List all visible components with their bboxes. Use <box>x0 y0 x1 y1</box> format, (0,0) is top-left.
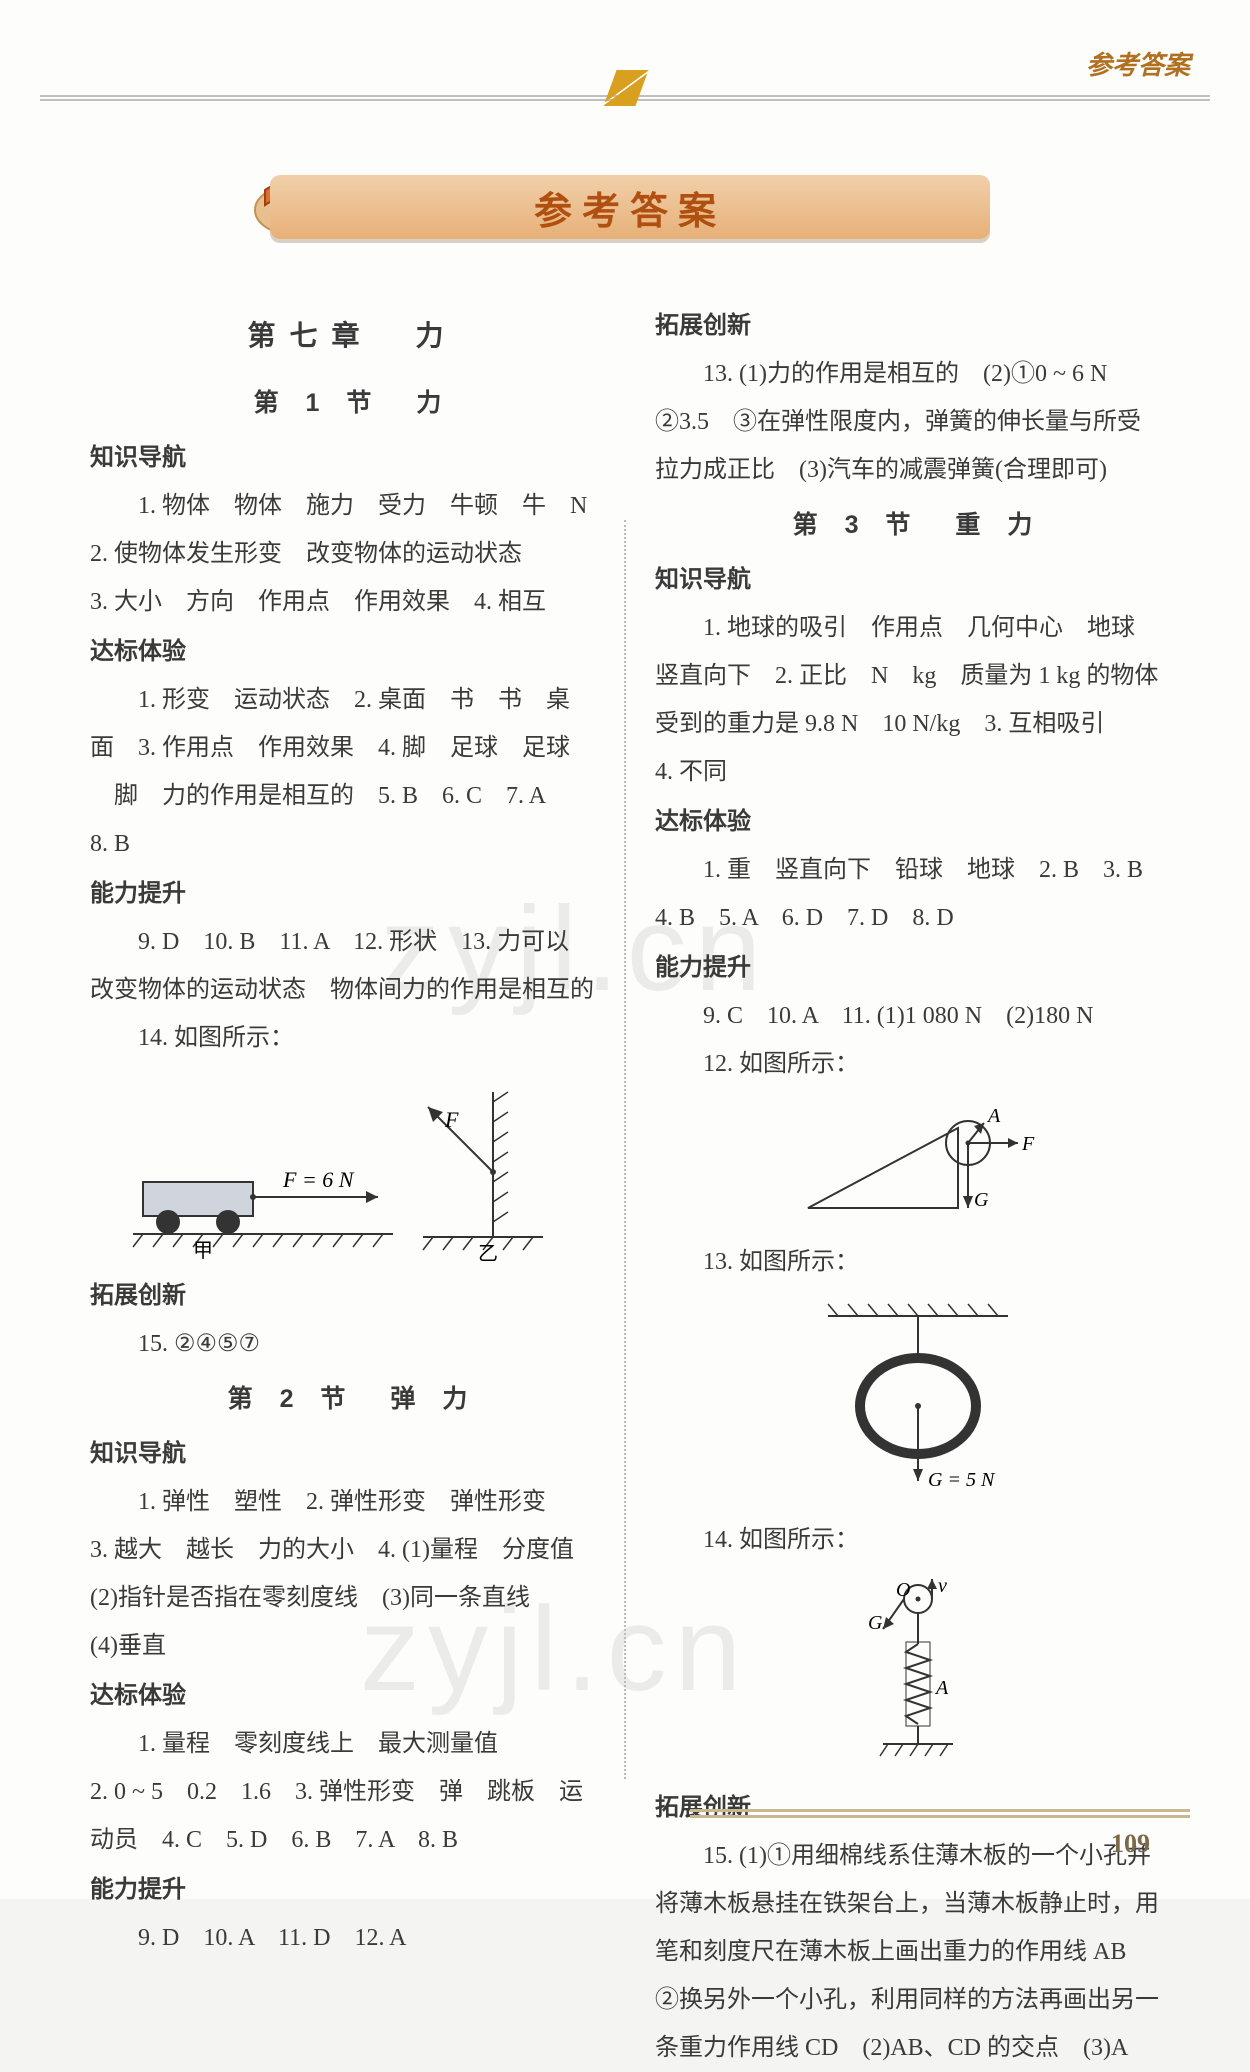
subhead: 达标体验 <box>655 798 1180 846</box>
figure-q14: F = 6 N 甲 F <box>90 1072 615 1262</box>
answer-line: 竖直向下 2. 正比 N kg 质量为 1 kg 的物体 <box>655 652 1180 700</box>
answer-line: 12. 如图所示： <box>655 1040 1180 1088</box>
answer-line: 13. 如图所示： <box>655 1238 1180 1286</box>
answer-line: 14. 如图所示： <box>655 1516 1180 1564</box>
answer-line: (4)垂直 <box>90 1622 615 1670</box>
answer-line: 13. (1)力的作用是相互的 (2)①0 ~ 6 N <box>655 350 1180 398</box>
answer-line: ②换另外一个小孔，利用同样的方法再画出另一 <box>655 1976 1180 2024</box>
answer-line: 动员 4. C 5. D 6. B 7. A 8. B <box>90 1816 615 1864</box>
answer-line: 改变物体的运动状态 物体间力的作用是相互的 <box>90 966 615 1014</box>
svg-text:G: G <box>868 1612 883 1634</box>
page: 参考答案 参考答案 zyjl.cn zyjl.cn 第七章 力 第 1 节 力 … <box>0 0 1250 1899</box>
answer-line: 条重力作用线 CD (2)AB、CD 的交点 (3)A <box>655 2024 1180 2072</box>
svg-text:A: A <box>986 1105 1001 1127</box>
answer-line: 1. 量程 零刻度线上 最大测量值 <box>90 1720 615 1768</box>
figure-q13: G = 5 N <box>655 1296 1180 1506</box>
subhead: 能力提升 <box>90 870 615 918</box>
page-number: 109 <box>1111 1829 1150 1859</box>
banner: 参考答案 <box>270 175 990 239</box>
answer-line: 脚 力的作用是相互的 5. B 6. C 7. A <box>90 772 615 820</box>
banner-title: 参考答案 <box>534 180 726 235</box>
answer-line: 1. 物体 物体 施力 受力 牛顿 牛 N <box>90 482 615 530</box>
footer-stripes <box>690 1809 1190 1819</box>
svg-text:乙: 乙 <box>478 1243 498 1262</box>
subhead: 能力提升 <box>655 944 1180 992</box>
answer-line: 4. 不同 <box>655 748 1180 796</box>
svg-text:A: A <box>934 1677 949 1699</box>
chapter-title: 第七章 力 <box>90 308 615 364</box>
subhead: 拓展创新 <box>655 1784 1180 1832</box>
svg-text:F: F <box>444 1107 459 1132</box>
answer-line: 2. 0 ~ 5 0.2 1.6 3. 弹性形变 弹 跳板 运 <box>90 1768 615 1816</box>
subhead: 知识导航 <box>90 1430 615 1478</box>
answer-line: 9. D 10. A 11. D 12. A <box>90 1914 615 1962</box>
right-column: 拓展创新 13. (1)力的作用是相互的 (2)①0 ~ 6 N ②3.5 ③在… <box>635 300 1180 1809</box>
subhead: 达标体验 <box>90 1672 615 1720</box>
svg-text:F: F <box>1021 1133 1035 1155</box>
section-title: 第 1 节 力 <box>90 378 615 428</box>
subhead: 达标体验 <box>90 628 615 676</box>
answer-line: (2)指针是否指在零刻度线 (3)同一条直线 <box>90 1574 615 1622</box>
svg-text:G = 5 N: G = 5 N <box>928 1469 996 1491</box>
left-column: 第七章 力 第 1 节 力 知识导航 1. 物体 物体 施力 受力 牛顿 牛 N… <box>90 300 635 1809</box>
svg-text:甲: 甲 <box>193 1240 213 1262</box>
answer-line: 8. B <box>90 820 615 868</box>
answer-line: 15. ②④⑤⑦ <box>90 1320 615 1368</box>
answer-line: 2. 使物体发生形变 改变物体的运动状态 <box>90 530 615 578</box>
subhead: 知识导航 <box>90 434 615 482</box>
answer-line: 3. 越大 越长 力的大小 4. (1)量程 分度值 <box>90 1526 615 1574</box>
answer-line: 1. 地球的吸引 作用点 几何中心 地球 <box>655 604 1180 652</box>
answer-line: 3. 大小 方向 作用点 作用效果 4. 相互 <box>90 578 615 626</box>
answer-line: 1. 重 竖直向下 铅球 地球 2. B 3. B <box>655 846 1180 894</box>
answer-line: 1. 形变 运动状态 2. 桌面 书 书 桌 <box>90 676 615 724</box>
subhead: 能力提升 <box>90 1866 615 1914</box>
section-title: 第 3 节 重 力 <box>655 500 1180 550</box>
answer-line: 拉力成正比 (3)汽车的减震弹簧(合理即可) <box>655 446 1180 494</box>
answer-line: 15. (1)①用细棉线系住薄木板的一个小孔并 <box>655 1832 1180 1880</box>
section-title: 第 2 节 弹 力 <box>90 1374 615 1424</box>
figure-q14: O v G A <box>655 1574 1180 1774</box>
answer-line: 1. 弹性 塑性 2. 弹性形变 弹性形变 <box>90 1478 615 1526</box>
answer-line: 将薄木板悬挂在铁架台上，当薄木板静止时，用 <box>655 1880 1180 1928</box>
answer-line: 4. B 5. A 6. D 7. D 8. D <box>655 894 1180 942</box>
fig-label: F = 6 N <box>282 1167 355 1192</box>
subhead: 拓展创新 <box>90 1272 615 1320</box>
subhead: 拓展创新 <box>655 302 1180 350</box>
header-corner-label: 参考答案 <box>1086 45 1190 82</box>
svg-text:G: G <box>974 1189 989 1211</box>
answer-line: 9. C 10. A 11. (1)1 080 N (2)180 N <box>655 992 1180 1040</box>
answer-line: 9. D 10. B 11. A 12. 形状 13. 力可以 <box>90 918 615 966</box>
answer-line: 笔和刻度尺在薄木板上画出重力的作用线 AB <box>655 1928 1180 1976</box>
svg-text:v: v <box>938 1575 947 1597</box>
answer-line: 面 3. 作用点 作用效果 4. 脚 足球 足球 <box>90 724 615 772</box>
answer-line: 14. 如图所示： <box>90 1014 615 1062</box>
svg-text:O: O <box>896 1579 910 1601</box>
content: 第七章 力 第 1 节 力 知识导航 1. 物体 物体 施力 受力 牛顿 牛 N… <box>90 300 1180 1809</box>
subhead: 知识导航 <box>655 556 1180 604</box>
answer-line: ②3.5 ③在弹性限度内，弹簧的伸长量与所受 <box>655 398 1180 446</box>
answer-line: 受到的重力是 9.8 N 10 N/kg 3. 互相吸引 <box>655 700 1180 748</box>
figure-q12: A F G <box>655 1098 1180 1228</box>
